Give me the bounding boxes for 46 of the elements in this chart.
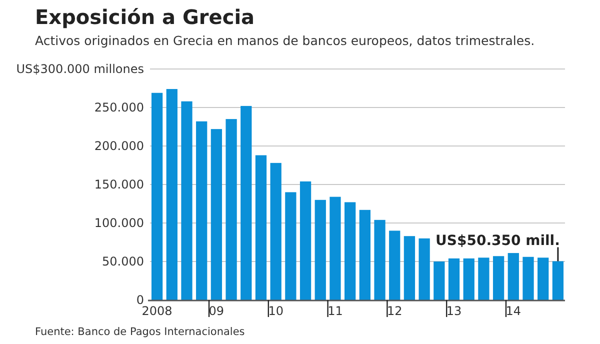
bar [478, 258, 490, 300]
y-tick-label: 0 [136, 293, 144, 307]
chart-title: Exposición a Grecia [35, 5, 255, 29]
bar [181, 101, 192, 300]
x-tick-label: 09 [208, 304, 224, 318]
bar [418, 238, 430, 300]
x-tick-label: 10 [268, 304, 284, 318]
bar [522, 256, 534, 300]
y-tick-label: US$300.000 millones [16, 62, 144, 76]
bar [538, 258, 549, 300]
x-tick-label: 14 [506, 304, 522, 318]
x-tick-label: 2008 [142, 304, 172, 318]
chart-subtitle: Activos originados en Grecia en manos de bancos europeos, datos trimestrales. [35, 33, 535, 48]
source-note: Fuente: Banco de Pagos Internacionales [35, 326, 245, 338]
bar [404, 236, 416, 300]
x-tick-label: 12 [386, 304, 402, 318]
bar [330, 196, 341, 300]
bar [255, 155, 267, 300]
y-tick-label: 100.000 [94, 216, 144, 230]
bar [151, 92, 163, 300]
bar [344, 202, 356, 300]
bar [196, 121, 208, 300]
bar [270, 162, 282, 300]
y-tick-label: 50.000 [102, 254, 144, 268]
y-tick-label: 250.000 [94, 100, 144, 114]
bar [374, 220, 386, 300]
bar [448, 258, 460, 300]
bar [389, 230, 400, 300]
x-tick-label: 11 [328, 304, 343, 318]
bar [285, 192, 296, 300]
bar [210, 129, 222, 300]
bar [463, 258, 474, 300]
bar [314, 200, 326, 300]
bar [166, 89, 178, 300]
bar [552, 261, 564, 300]
annotation: US$50.350 mill. [436, 233, 560, 250]
bar [300, 181, 312, 300]
bar [359, 210, 370, 300]
x-tick-label: 13 [446, 304, 462, 318]
bar [508, 253, 519, 300]
bar [240, 106, 252, 300]
y-tick-label: 200.000 [94, 139, 144, 153]
bar [434, 262, 445, 300]
bar [492, 256, 504, 300]
y-tick-label: 150.000 [94, 178, 144, 192]
bar [226, 119, 237, 300]
